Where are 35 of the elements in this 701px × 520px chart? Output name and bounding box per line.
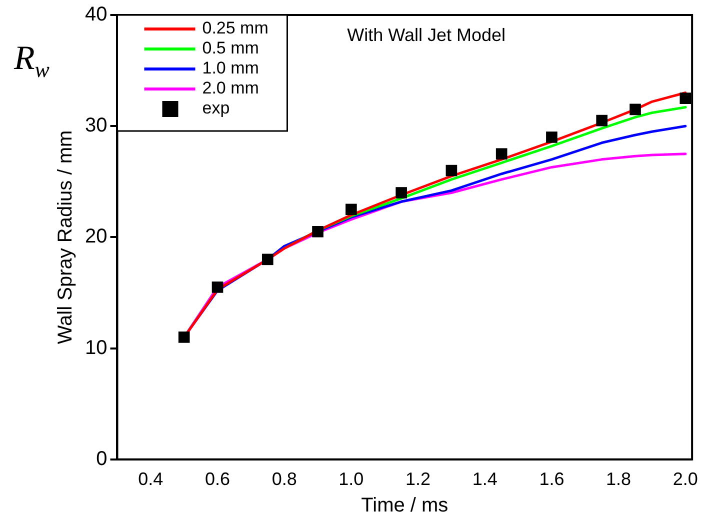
x-tick-label: 0.6: [204, 469, 230, 490]
x-tick-label: 0.8: [272, 469, 297, 490]
text: R$_{w}$: [14, 40, 50, 83]
x-tick-label: 1.0: [338, 469, 364, 490]
x-tick-label: 1.2: [406, 469, 431, 490]
point: [212, 282, 224, 293]
point: [396, 187, 407, 198]
x-axis-title: Time / ms: [361, 494, 448, 517]
legend-label: 0.5 mm: [202, 38, 259, 58]
y-tick-label: 10: [84, 336, 108, 359]
x-tick-label: 2.0: [672, 469, 698, 490]
x-tick-label: 1.4: [472, 469, 498, 490]
y-tick-label: 0: [96, 448, 108, 470]
point: [262, 254, 274, 266]
y-tick-label: 20: [84, 226, 108, 248]
legend-label: 2.0 mm: [202, 78, 259, 98]
point: [596, 114, 608, 126]
point: [496, 148, 508, 160]
legend-label: 0.25 mm: [202, 18, 268, 38]
x-tick-label: 1.6: [539, 469, 564, 490]
y-tick-label: 40: [84, 4, 108, 26]
y-axis-title: Wall Spray Radius / mm: [54, 130, 77, 344]
point: [346, 204, 357, 216]
point: [312, 226, 324, 238]
y-tick-label: 30: [84, 114, 108, 137]
point: [680, 92, 692, 104]
legend-label: 1.0 mm: [202, 58, 259, 78]
point: [446, 164, 458, 176]
point: [178, 332, 190, 343]
point: [546, 132, 558, 143]
legend-label: exp: [202, 98, 230, 118]
point: [630, 104, 641, 116]
x-tick-label: 0.4: [138, 469, 164, 490]
x-tick-label: 1.8: [606, 469, 632, 490]
annotation: With Wall Jet Model: [347, 24, 506, 45]
